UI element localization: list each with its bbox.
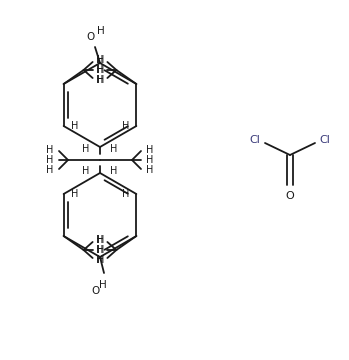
Text: H: H xyxy=(146,145,154,155)
Text: H: H xyxy=(46,155,54,165)
Text: H: H xyxy=(82,166,90,176)
Text: H: H xyxy=(97,75,104,85)
Text: O: O xyxy=(91,286,99,296)
Text: H: H xyxy=(146,155,154,165)
Text: H: H xyxy=(46,145,54,155)
Text: H: H xyxy=(96,245,103,255)
Text: H: H xyxy=(96,65,103,75)
Text: H: H xyxy=(96,255,103,265)
Text: H: H xyxy=(46,165,54,175)
Text: H: H xyxy=(71,121,78,131)
Text: H: H xyxy=(97,255,104,265)
Text: H: H xyxy=(82,144,90,154)
Text: H: H xyxy=(122,121,129,131)
Text: H: H xyxy=(96,235,103,245)
Text: H: H xyxy=(122,189,129,199)
Text: Cl: Cl xyxy=(320,135,331,145)
Text: H: H xyxy=(146,165,154,175)
Text: H: H xyxy=(97,55,104,65)
Text: O: O xyxy=(86,32,94,42)
Text: H: H xyxy=(99,280,107,290)
Text: H: H xyxy=(96,55,103,65)
Text: H: H xyxy=(110,166,118,176)
Text: O: O xyxy=(285,191,294,201)
Text: H: H xyxy=(110,144,118,154)
Text: Cl: Cl xyxy=(250,135,260,145)
Text: H: H xyxy=(97,26,105,36)
Text: H: H xyxy=(96,75,103,85)
Text: H: H xyxy=(97,65,104,75)
Text: H: H xyxy=(97,245,104,255)
Text: H: H xyxy=(97,235,104,245)
Text: H: H xyxy=(71,189,78,199)
